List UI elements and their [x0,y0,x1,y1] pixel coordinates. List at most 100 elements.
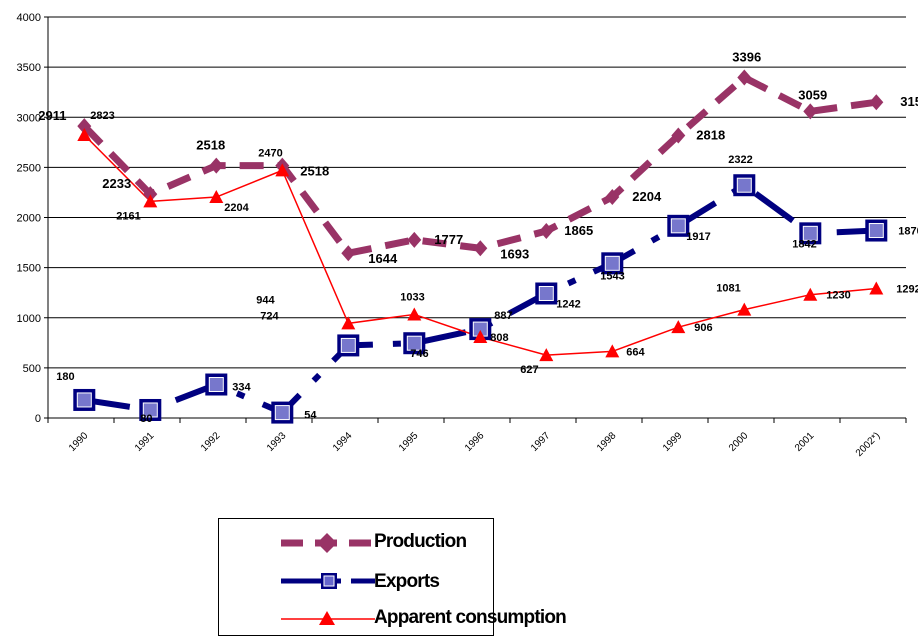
x-tick-label: 1991 [133,430,157,454]
gridlines [48,16,906,369]
data-label: 1865 [564,223,593,238]
data-label: 2470 [258,147,282,159]
consumption-point [275,163,290,177]
exports-point-inner [802,225,818,241]
x-tick-label: 1997 [529,430,553,454]
y-tick-label: 2500 [17,162,41,174]
exports-point-inner [670,218,686,234]
production-point [473,240,488,257]
production-point [869,94,884,111]
data-label: 1242 [556,298,580,310]
consumption-legend-symbol [281,611,375,625]
data-label: 2161 [116,210,140,222]
exports-point-inner [76,392,92,408]
y-tick-label: 0 [35,413,41,425]
exports-point-inner [142,402,158,418]
data-label: 2818 [696,127,725,142]
data-labels: 2911 2233 2518 2518 1644 1777 1693 1865 2204 2818… [38,50,918,425]
data-label: 1693 [500,246,529,261]
production-point [407,231,422,248]
production-point [77,118,92,135]
data-label: 2233 [102,176,131,191]
data-label: 3396 [732,50,761,65]
data-label: 906 [694,322,712,334]
x-tick-label: 1990 [67,430,91,454]
data-label: 2911 [38,108,66,123]
production-point [143,186,158,203]
exports-legend-symbol [281,573,375,589]
consumption-point [539,348,554,362]
data-label: 746 [410,348,428,360]
x-tick-label: 2000 [727,430,751,454]
legend-item-apparent-consumption: Apparent consumption [219,599,567,635]
production-point [671,127,686,144]
y-tick-label: 1500 [17,263,41,275]
data-label: 1230 [826,290,850,302]
legend: Production Exports Apparent consumption [218,518,567,636]
consumption-point [803,287,818,301]
exports-point-inner [538,285,554,301]
production-point [539,223,554,240]
x-tick-label: 1996 [463,430,487,454]
data-label: 724 [260,310,279,322]
y-tick-label: 2000 [17,213,41,225]
y-tick-label: 500 [23,363,41,375]
x-tick-label: 1994 [331,430,355,454]
data-label: 54 [304,410,317,422]
y-tick-label: 3000 [17,112,41,124]
x-tick-label: 1995 [397,430,421,454]
data-label: 2518 [300,164,329,179]
exports-point-inner [868,223,884,239]
x-tick-label: 2001 [793,430,817,454]
legend-label-apparent-consumption: Apparent consumption [374,607,567,628]
legend-item-exports: Exports [219,563,493,599]
x-tick-label: 1999 [661,430,685,454]
series-line-production [81,74,877,257]
data-label: 1081 [716,283,740,295]
legend-label-exports: Exports [374,571,440,592]
data-label: 1543 [600,270,624,282]
data-label: 1033 [400,291,424,303]
data-label: 3059 [798,87,827,102]
exports-point-inner [604,255,620,271]
production-point [803,103,818,120]
x-tick-label: 1998 [595,430,619,454]
series-markers [73,69,888,424]
data-label: 1777 [434,232,463,247]
production-point [737,69,752,86]
y-tick-label: 4000 [17,12,41,24]
data-label: 2322 [728,154,752,166]
data-label: 2823 [90,110,114,122]
data-label: 1292 [896,283,918,295]
data-label: 627 [520,364,538,376]
data-label: 1917 [686,231,710,243]
data-label: 334 [232,382,251,394]
legend-label-production: Production [374,531,467,552]
consumption-point [143,194,158,208]
exports-point-inner [340,337,356,353]
data-label: 2518 [196,138,225,153]
data-label: 3150 [900,94,918,109]
exports-point-inner [208,377,224,393]
exports-point-inner [736,177,752,193]
y-tick-label: 1000 [17,313,41,325]
exports-point-inner [274,405,290,421]
data-label: 887 [494,310,512,322]
production-point [605,189,620,206]
consumption-point [671,320,686,334]
consumption-point [869,281,884,295]
production-point [341,245,356,262]
production-legend-symbol [281,533,375,553]
consumption-point [737,302,752,316]
series-line-exports [83,182,877,416]
consumption-point [407,307,422,321]
data-label: 1870 [898,226,918,238]
data-label: 944 [256,294,275,306]
consumption-point [605,344,620,358]
production-point [209,157,224,174]
legend-item-production: Production [219,523,493,559]
x-tick-label: 1992 [199,430,223,454]
exports-point-inner [406,335,422,351]
data-label: 2204 [224,202,249,214]
